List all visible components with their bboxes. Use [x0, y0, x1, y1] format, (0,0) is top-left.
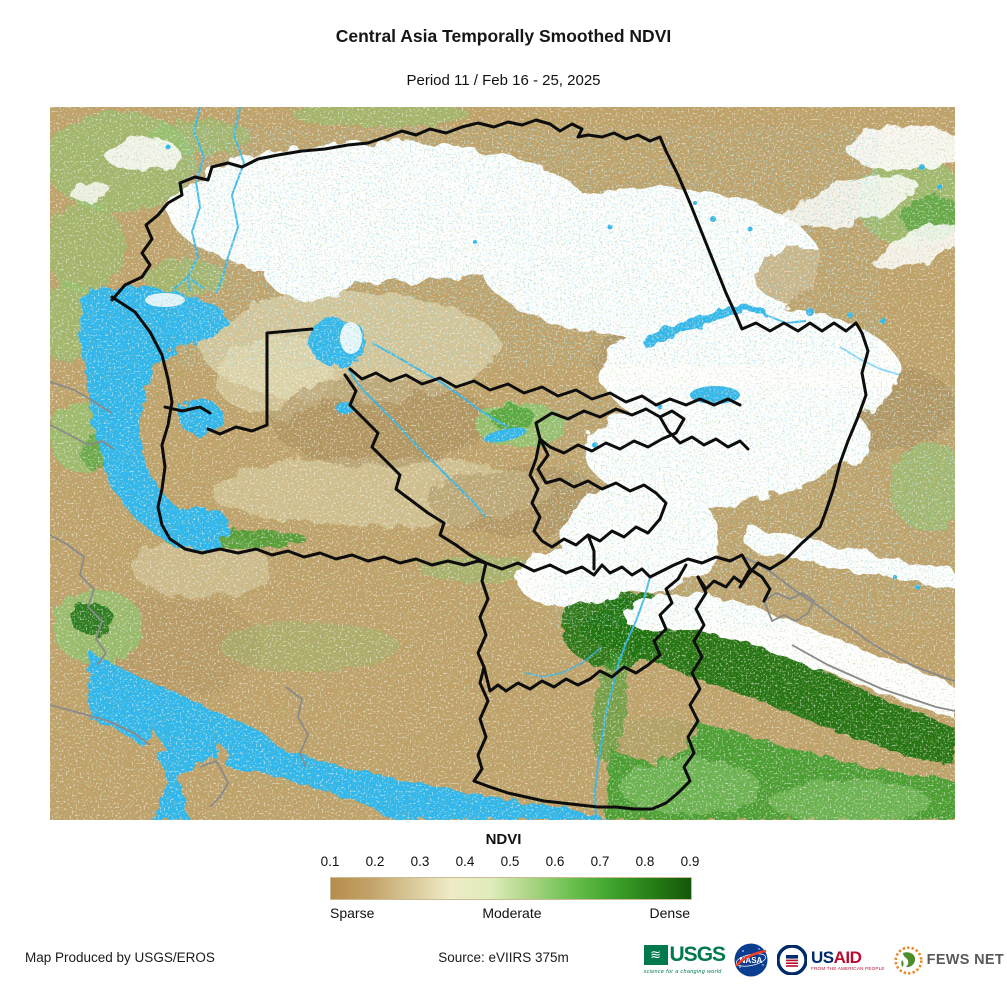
produced-by-text: Map Produced by USGS/EROS: [25, 950, 215, 965]
fews-net-logo: FEWS NET: [894, 945, 1004, 975]
legend-title: NDVI: [485, 831, 522, 848]
legend-label-moderate: Moderate: [482, 905, 542, 921]
usaid-seal-icon: [777, 945, 808, 975]
legend-tick: 0.8: [635, 854, 655, 869]
page-subtitle: Period 11 / Feb 16 - 25, 2025: [406, 72, 601, 89]
usgs-waves-icon: ≋: [643, 944, 668, 965]
legend-tick: 0.4: [455, 854, 475, 869]
secondary-borders: [50, 381, 955, 808]
usgs-logo: ≋ USGS science for a changing world: [643, 943, 727, 976]
legend-label-dense: Dense: [649, 905, 690, 921]
raster-noise: [50, 107, 955, 820]
legend-tick: 0.3: [410, 854, 430, 869]
legend-labels: Sparse Moderate Dense: [330, 905, 690, 921]
nasa-logo: NASA: [734, 943, 768, 977]
legend-tick: 0.7: [590, 854, 610, 869]
nasa-meatball-icon: NASA: [734, 943, 768, 977]
country-borders: [110, 118, 870, 811]
usaid-wordmark-us: US: [811, 947, 834, 967]
legend-label-sparse: Sparse: [330, 905, 375, 921]
agency-logos: ≋ USGS science for a changing world NASA…: [643, 941, 1004, 979]
usaid-tagline: FROM THE AMERICAN PEOPLE: [811, 965, 885, 971]
fews-net-wordmark: FEWS NET: [926, 952, 1004, 968]
legend-tick: 0.2: [365, 854, 385, 869]
svg-text:NASA: NASA: [740, 956, 763, 965]
page-title: Central Asia Temporally Smoothed NDVI: [335, 26, 672, 46]
legend-tick: 0.5: [500, 854, 520, 869]
usaid-logo: USAID FROM THE AMERICAN PEOPLE: [777, 945, 885, 975]
legend-tick: 0.9: [680, 854, 700, 869]
ndvi-map: [50, 107, 955, 820]
map-graphic: [50, 107, 955, 820]
legend-tick: 0.1: [320, 854, 340, 869]
source-text: Source: eVIIRS 375m: [438, 950, 569, 965]
usaid-wordmark-aid: AID: [833, 947, 862, 967]
legend-tick: 0.6: [545, 854, 565, 869]
usgs-tagline: science for a changing world: [643, 969, 722, 976]
usgs-wordmark: USGS: [669, 943, 727, 967]
legend-gradient-bar: [330, 877, 692, 900]
legend-ticks: 0.1 0.2 0.3 0.4 0.5 0.6 0.7 0.8 0.9: [315, 854, 705, 869]
fews-net-globe-icon: [894, 945, 923, 975]
